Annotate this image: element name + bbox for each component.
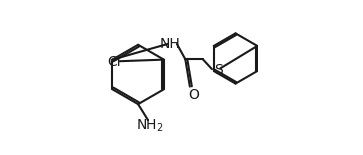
Text: O: O — [188, 88, 199, 102]
Text: NH: NH — [160, 37, 180, 51]
Text: NH$_2$: NH$_2$ — [136, 118, 163, 134]
Text: Cl: Cl — [107, 55, 121, 69]
Text: S: S — [215, 63, 223, 77]
